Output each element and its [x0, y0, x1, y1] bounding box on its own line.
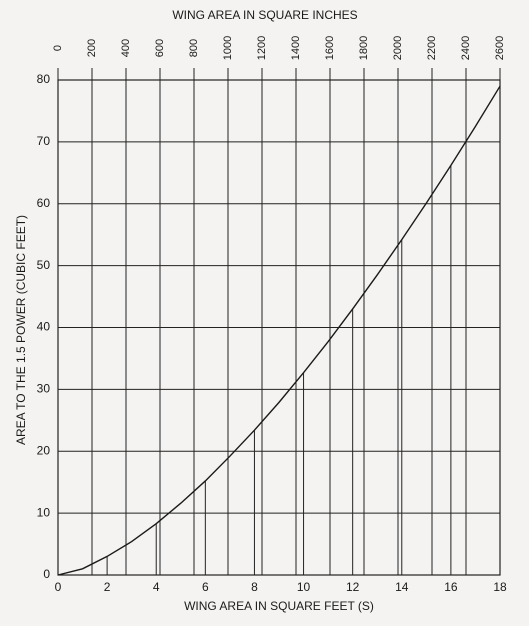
x-tick-label: 6 [202, 580, 209, 594]
y-tick-label: 70 [37, 134, 51, 148]
y-tick-label: 30 [37, 382, 51, 396]
y-tick-label: 20 [37, 443, 51, 457]
top-axis-title: WING AREA IN SQUARE INCHES [172, 8, 357, 22]
x-tick-label: 2 [104, 580, 111, 594]
top-tick-label: 1400 [290, 36, 302, 60]
x-tick-label: 0 [55, 580, 62, 594]
top-tick-label: 600 [154, 39, 166, 57]
y-tick-label: 60 [37, 196, 51, 210]
top-tick-label: 1200 [256, 36, 268, 60]
top-tick-label: 200 [86, 39, 98, 57]
top-tick-label: 1600 [324, 36, 336, 60]
x-tick-label: 10 [297, 580, 311, 594]
x-tick-label: 16 [444, 580, 458, 594]
data-line [57, 85, 501, 576]
top-tick-label: 1000 [222, 36, 234, 60]
y-axis-title: AREA TO THE 1.5 POWER (CUBIC FEET) [14, 215, 28, 445]
top-tick-label: 2000 [392, 36, 404, 60]
x-tick-label: 4 [153, 580, 160, 594]
top-tick-label: 2600 [494, 36, 506, 60]
x-tick-label: 14 [395, 580, 409, 594]
x-tick-label: 12 [346, 580, 360, 594]
top-tick-label: 0 [52, 45, 64, 51]
top-tick-label: 800 [188, 39, 200, 57]
top-tick-label: 400 [120, 39, 132, 57]
top-tick-label: 1800 [358, 36, 370, 60]
x-axis-title: WING AREA IN SQUARE FEET (S) [184, 599, 374, 613]
x-tick-label: 8 [251, 580, 258, 594]
y-tick-label: 40 [37, 320, 51, 334]
y-tick-label: 0 [43, 567, 50, 581]
top-tick-label: 2200 [426, 36, 438, 60]
x-tick-label: 18 [493, 580, 507, 594]
y-tick-label: 10 [37, 505, 51, 519]
y-tick-label: 80 [37, 72, 51, 86]
y-tick-label: 50 [37, 258, 51, 272]
top-tick-label: 2400 [460, 36, 472, 60]
